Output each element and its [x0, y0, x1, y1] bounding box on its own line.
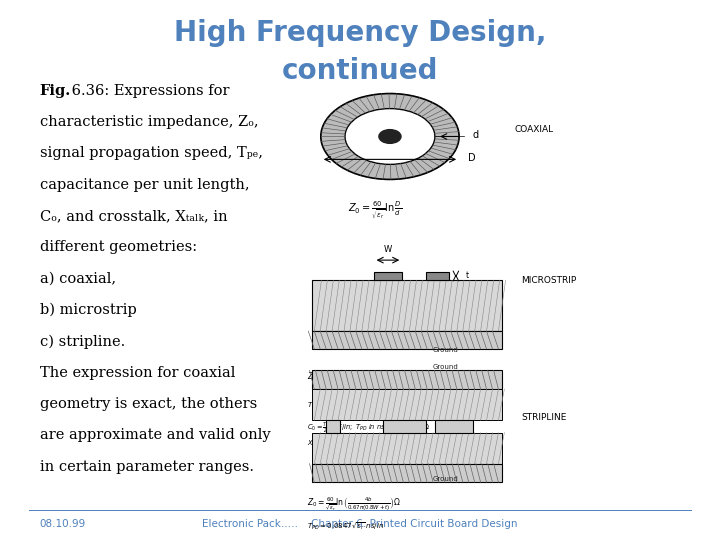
Text: Ground: Ground [433, 364, 459, 370]
Text: Cₒ, and crosstalk, Xₜₐₗₖ, in: Cₒ, and crosstalk, Xₜₐₗₖ, in [40, 209, 228, 223]
Text: The expression for coaxial: The expression for coaxial [40, 366, 235, 380]
Text: b) microstrip: b) microstrip [40, 303, 136, 318]
Text: 6.36: Expressions for: 6.36: Expressions for [67, 84, 230, 98]
Text: W: W [384, 245, 392, 254]
Text: D: D [468, 153, 476, 163]
Text: characteristic impedance, Zₒ,: characteristic impedance, Zₒ, [40, 115, 258, 129]
Bar [312, 370, 502, 389]
Bar [312, 433, 502, 464]
Bar [312, 464, 502, 482]
Text: Fig.: Fig. [40, 84, 71, 98]
Text: t: t [465, 272, 469, 280]
Text: $X_{Talk} \approx \frac{1}{4}\cdot M$: $X_{Talk} \approx \frac{1}{4}\cdot M$ [307, 438, 346, 452]
Bar [426, 272, 449, 280]
Bar [383, 420, 426, 433]
Text: a) coaxial,: a) coaxial, [40, 272, 116, 286]
Text: Ground: Ground [433, 347, 459, 353]
Text: c) stripline.: c) stripline. [40, 334, 125, 349]
Text: High Frequency Design,: High Frequency Design, [174, 19, 546, 47]
Text: $Z_0 = \frac{60}{\sqrt{\varepsilon_r}} \ln \frac{D}{d}$: $Z_0 = \frac{60}{\sqrt{\varepsilon_r}} \… [348, 199, 402, 221]
Text: $C_0 = \frac{T_{PD}}{Z_0}\ pF/in;\ T_{PD}\ in\ nsec/in,\ Z_0\ in\ \Omega$: $C_0 = \frac{T_{PD}}{Z_0}\ pF/in;\ T_{PD… [307, 420, 431, 436]
Circle shape [321, 93, 459, 179]
Text: are approximate and valid only: are approximate and valid only [40, 428, 270, 442]
Text: capacitance per unit length,: capacitance per unit length, [40, 178, 249, 192]
Text: Ground: Ground [433, 476, 459, 482]
Bar [436, 420, 474, 433]
Text: $T_{PD} = 0.0847\sqrt{\varepsilon_r}\ ns/in$: $T_{PD} = 0.0847\sqrt{\varepsilon_r}\ ns… [307, 521, 384, 532]
Text: $Z_0 = \frac{87}{\sqrt{\varepsilon_r+1.41}}\ln\left(\frac{5.98h}{0.8W+t}\right)\: $Z_0 = \frac{87}{\sqrt{\varepsilon_r+1.4… [307, 369, 401, 388]
Text: continued: continued [282, 57, 438, 85]
Text: different geometries:: different geometries: [40, 240, 197, 254]
Text: d: d [473, 130, 479, 140]
Text: signal propagation speed, Tₚₑ,: signal propagation speed, Tₚₑ, [40, 146, 263, 160]
Circle shape [379, 130, 401, 143]
Text: 08.10.99: 08.10.99 [40, 519, 86, 530]
Bar [374, 272, 402, 280]
Circle shape [345, 109, 435, 164]
Bar [312, 389, 502, 420]
Text: STRIPLINE: STRIPLINE [521, 413, 567, 422]
Text: MICROSTRIP: MICROSTRIP [521, 276, 576, 285]
Text: COAXIAL: COAXIAL [514, 125, 554, 134]
Bar [312, 280, 502, 331]
Bar [312, 331, 502, 349]
Text: Electronic Pack…..    Chapter 6: Printed Circuit Board Design: Electronic Pack….. Chapter 6: Printed Ci… [202, 519, 518, 530]
Text: in certain parameter ranges.: in certain parameter ranges. [40, 460, 253, 474]
Text: geometry is exact, the others: geometry is exact, the others [40, 397, 257, 411]
Text: $Z_0 = \frac{60}{\sqrt{\varepsilon_r}}\ln\left(\frac{4b}{0.67\pi(0.8W+t)}\right): $Z_0 = \frac{60}{\sqrt{\varepsilon_r}}\l… [307, 496, 401, 513]
Text: $T_{PD} = 0.0847\sqrt{0.475\varepsilon_r+0.67}\ ns/in$: $T_{PD} = 0.0847\sqrt{0.475\varepsilon_r… [307, 397, 428, 411]
Bar [326, 420, 341, 433]
